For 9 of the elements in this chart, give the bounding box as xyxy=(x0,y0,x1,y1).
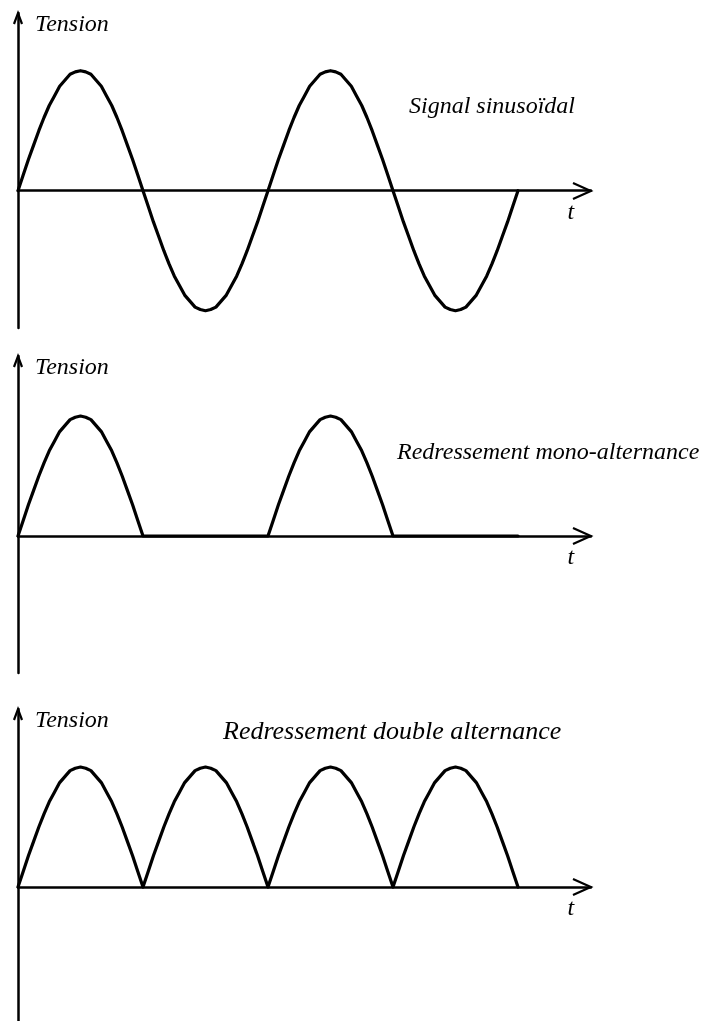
y-axis-title: Tension xyxy=(35,10,109,36)
text: Redressement mono-alternance xyxy=(396,438,700,464)
x-axis-title: t xyxy=(567,543,576,569)
x-axis-title: t xyxy=(567,894,576,920)
text: Signal sinusoïdal xyxy=(409,92,576,118)
x-axis-title: t xyxy=(567,197,576,224)
y-axis-title: Tension xyxy=(35,706,109,732)
y-axis-title: Tension xyxy=(35,353,109,379)
chart-title: Redressement double alternance xyxy=(222,715,562,745)
